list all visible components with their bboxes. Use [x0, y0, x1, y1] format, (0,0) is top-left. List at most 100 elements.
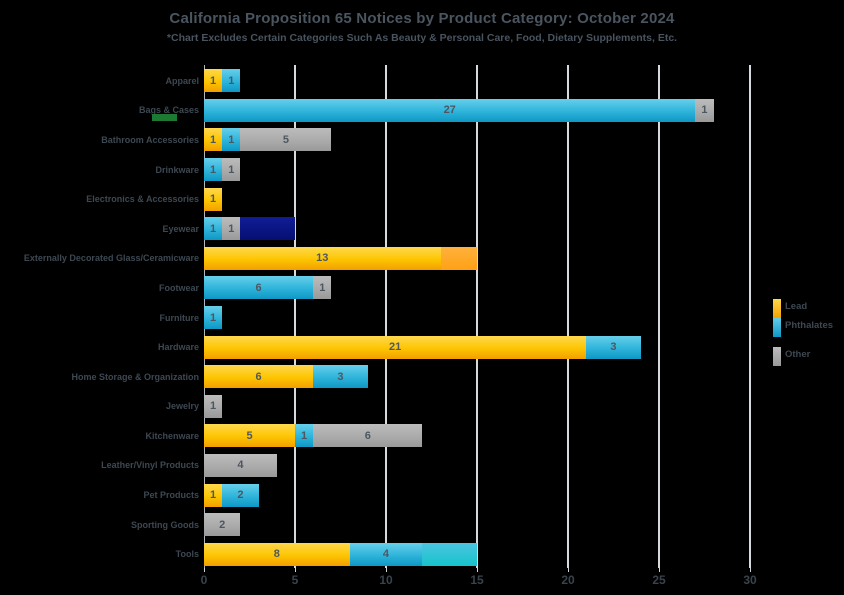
legend-item-phthalates[interactable]: Phthalates [773, 318, 833, 337]
bar-segment[interactable]: 6 [204, 365, 314, 389]
bar-value-label: 6 [255, 281, 262, 294]
category-label: Externally Decorated Glass/Ceramicware [23, 253, 199, 264]
bar-segment[interactable]: 1 [313, 276, 332, 300]
bar-segment[interactable]: 1 [222, 69, 241, 93]
bar-value-label: 6 [255, 370, 262, 383]
bar-segment[interactable]: 1 [204, 187, 223, 211]
bar-value-label: 2 [219, 518, 226, 531]
bar-value-label: 1 [701, 104, 708, 117]
bar-segment[interactable]: 1 [295, 424, 314, 448]
category-label: Footwear [158, 282, 199, 293]
bar-segment[interactable]: 1 [204, 69, 223, 93]
other-swatch-icon [773, 347, 781, 366]
bar-value-label: 1 [228, 163, 235, 176]
category-label: Pet Products [143, 490, 199, 501]
x-axis-tick-label: 0 [200, 573, 208, 587]
legend-label: Other [785, 349, 811, 360]
gridline [658, 65, 660, 568]
x-axis-tick [750, 568, 751, 572]
legend-label: Phthalates [785, 320, 834, 331]
category-label: Leather/Vinyl Products [101, 460, 199, 471]
bar-segment[interactable]: 1 [222, 217, 241, 241]
x-axis-tick-label: 15 [470, 573, 484, 587]
category-label: Electronics & Accessories [86, 194, 199, 205]
bar-segment[interactable]: 4 [349, 542, 423, 566]
bar-segment[interactable]: 1 [695, 98, 714, 122]
bar-segment[interactable]: 4 [204, 453, 277, 477]
chart-title: California Proposition 65 Notices by Pro… [169, 10, 675, 27]
gridline [567, 65, 569, 568]
bar-segment[interactable]: 21 [204, 335, 587, 359]
x-axis-tick-label: 10 [379, 573, 393, 587]
bar-segment[interactable]: 2 [222, 483, 259, 507]
gridline [385, 65, 387, 568]
category-label: Jewelry [165, 401, 199, 412]
category-label: Bathroom Accessories [101, 134, 199, 145]
bar-value-label: 1 [228, 222, 235, 235]
bar-segment[interactable]: 2 [204, 513, 241, 537]
bar-value-label: 1 [210, 193, 217, 206]
gridline [294, 65, 296, 568]
bar-value-label: 3 [337, 370, 344, 383]
bar-segment[interactable]: 6 [313, 424, 423, 448]
gridline [476, 65, 478, 568]
bar-segment[interactable]: 1 [204, 217, 223, 241]
bags-cases-green-mark [152, 114, 177, 121]
bar-segment[interactable]: 5 [204, 424, 295, 448]
bar-value-label: 1 [228, 74, 235, 87]
bar-value-label: 4 [382, 548, 390, 561]
bar-value-label: 4 [237, 459, 244, 472]
bar-value-label: 8 [273, 548, 280, 561]
legend-item-lead[interactable]: Lead [773, 299, 833, 318]
bar-segment[interactable]: 1 [222, 128, 241, 152]
category-label: Apparel [165, 75, 199, 86]
x-axis-tick-label: 20 [561, 573, 575, 587]
bar-value-label: 1 [210, 222, 217, 235]
bar-value-label: 1 [319, 281, 326, 294]
bar-segment[interactable]: 8 [204, 542, 350, 566]
bar-value-label: 1 [210, 489, 217, 502]
bar-value-label: 27 [443, 104, 456, 117]
bar-segment[interactable]: 1 [204, 306, 223, 329]
bar-segment[interactable]: 27 [204, 98, 696, 122]
bar-value-label: 1 [210, 74, 217, 87]
bar-segment[interactable] [422, 542, 477, 566]
x-axis-tick [477, 568, 478, 572]
bar-value-label: 6 [364, 429, 371, 442]
bar-segment[interactable]: 1 [222, 158, 241, 182]
bar-segment[interactable] [240, 217, 295, 241]
x-axis-tick-label: 25 [652, 573, 666, 587]
bar-segment[interactable]: 13 [204, 246, 441, 270]
category-label: Eyewear [162, 223, 199, 234]
x-axis-tick [568, 568, 569, 572]
phthalates-swatch-icon [773, 318, 781, 337]
bar-value-label: 3 [610, 341, 617, 354]
bar-segment[interactable]: 1 [204, 128, 223, 152]
category-label: Bags & Cases [138, 105, 199, 116]
bar-value-label: 1 [210, 311, 217, 324]
bar-value-label: 1 [210, 400, 217, 413]
bar-segment[interactable]: 6 [204, 276, 314, 300]
bar-segment[interactable]: 5 [240, 128, 332, 152]
bar-value-label: 13 [316, 252, 329, 265]
bar-segment[interactable] [440, 246, 477, 270]
bar-value-label: 21 [388, 341, 402, 354]
bar-value-label: 5 [282, 133, 289, 146]
category-label: Hardware [157, 342, 199, 353]
bar-segment[interactable]: 1 [204, 483, 223, 507]
x-axis-tick-label: 5 [291, 573, 299, 587]
bar-value-label: 1 [301, 429, 308, 442]
bar-segment[interactable]: 3 [586, 335, 641, 359]
x-axis-tick [386, 568, 387, 572]
legend-item-other[interactable]: Other [773, 347, 833, 366]
category-label: Home Storage & Organization [71, 371, 199, 382]
category-label: Tools [175, 549, 199, 560]
bar-segment[interactable]: 1 [204, 394, 223, 418]
x-axis-tick [295, 568, 296, 572]
bar-segment[interactable]: 1 [204, 158, 223, 182]
category-label: Kitchenware [145, 430, 199, 441]
bar-value-label: 1 [210, 163, 217, 176]
x-axis-tick [204, 568, 205, 572]
bar-segment[interactable]: 3 [313, 365, 368, 389]
